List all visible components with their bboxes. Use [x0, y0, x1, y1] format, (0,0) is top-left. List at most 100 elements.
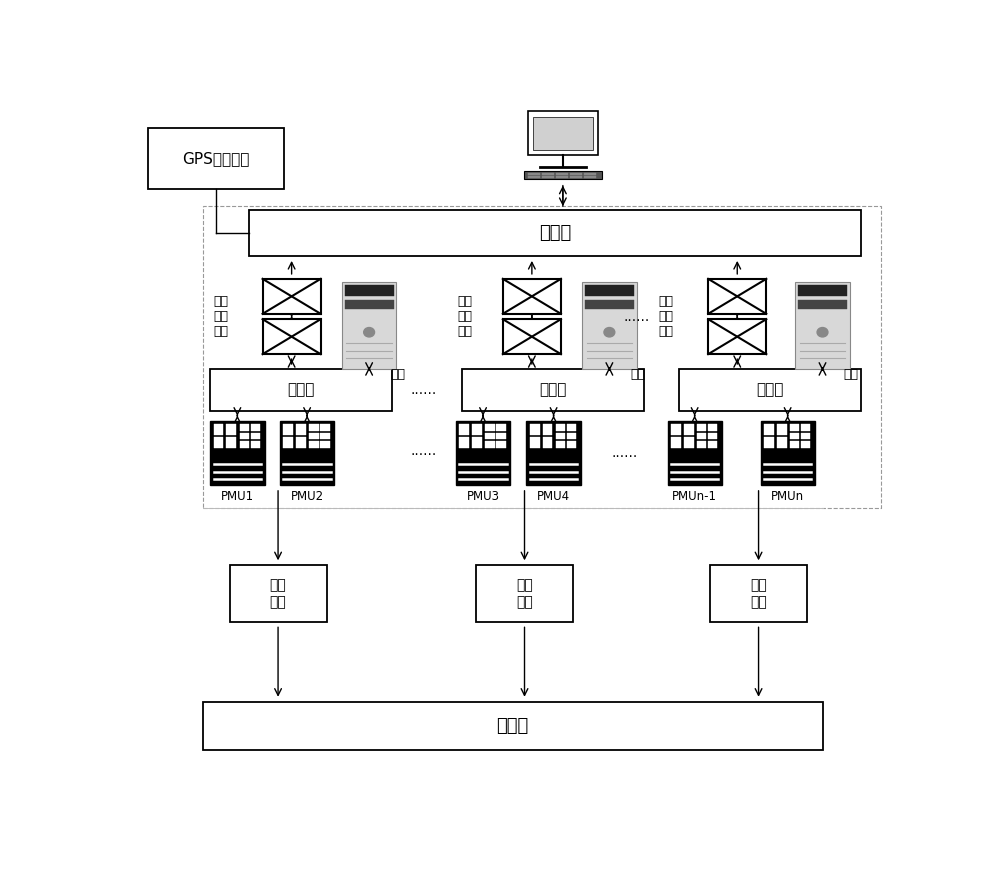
Bar [777, 424, 787, 435]
Bar [708, 278, 766, 313]
Bar [485, 433, 495, 439]
Text: 子站: 子站 [631, 368, 646, 382]
Bar [584, 176, 596, 178]
Bar [230, 565, 326, 622]
Bar [309, 442, 319, 448]
Bar [528, 112, 598, 155]
Bar [345, 285, 394, 297]
Bar [202, 702, 822, 750]
Text: 数据
采集: 数据 采集 [270, 579, 286, 608]
Bar [296, 424, 306, 435]
Bar [320, 442, 330, 448]
Bar [697, 433, 706, 439]
Bar [214, 424, 223, 435]
Bar [708, 424, 717, 430]
Bar [524, 170, 602, 179]
Bar [790, 424, 799, 430]
Bar [309, 433, 319, 439]
Bar [584, 173, 596, 175]
Bar [485, 442, 495, 448]
Bar [459, 424, 469, 435]
Bar [764, 437, 774, 448]
Bar [342, 282, 396, 369]
Bar [764, 424, 774, 435]
Bar [210, 369, 392, 410]
Text: ......: ...... [612, 446, 638, 460]
Text: 子站: 子站 [844, 368, 859, 382]
Bar [533, 117, 593, 150]
Bar [459, 437, 469, 448]
Bar [697, 442, 706, 448]
Bar [790, 433, 799, 439]
Text: PMU3: PMU3 [467, 490, 500, 503]
Bar [570, 173, 582, 175]
Bar [801, 424, 810, 430]
Bar [485, 424, 495, 430]
Bar [472, 437, 482, 448]
Bar [567, 433, 576, 439]
Text: 以太网: 以太网 [539, 224, 571, 242]
Bar [320, 433, 330, 439]
Bar [668, 421, 722, 485]
Text: PMUn: PMUn [771, 490, 804, 503]
Bar [708, 320, 766, 354]
Bar [585, 300, 634, 309]
Bar [456, 421, 510, 485]
Bar [249, 210, 861, 256]
Bar [496, 433, 506, 439]
Bar [526, 421, 581, 485]
Bar [503, 278, 561, 313]
Bar [240, 442, 249, 448]
Bar [801, 433, 810, 439]
Text: PMU2: PMU2 [291, 490, 324, 503]
Bar [148, 128, 284, 189]
Text: 数据
采集: 数据 采集 [516, 579, 533, 608]
Bar [671, 424, 681, 435]
Text: 局域网: 局域网 [288, 382, 315, 397]
Bar [251, 442, 260, 448]
Bar [309, 424, 319, 430]
Bar [240, 433, 249, 439]
Bar [496, 424, 506, 430]
Bar [476, 565, 573, 622]
Text: 光电
转换
模块: 光电 转换 模块 [659, 295, 674, 338]
Bar [543, 424, 552, 435]
Text: 光电
转换
模块: 光电 转换 模块 [213, 295, 228, 338]
Text: 上位机: 上位机 [496, 717, 529, 735]
Bar [283, 424, 293, 435]
Bar [777, 437, 787, 448]
Bar [503, 320, 561, 354]
Bar [556, 442, 565, 448]
Bar [283, 437, 293, 448]
Bar [280, 421, 334, 485]
Bar [240, 424, 249, 430]
Bar [320, 424, 330, 430]
Bar [530, 437, 540, 448]
Bar [530, 424, 540, 435]
Text: 局域网: 局域网 [757, 382, 784, 397]
Bar [710, 565, 807, 622]
Circle shape [817, 327, 828, 337]
Bar [798, 285, 847, 297]
Bar [214, 437, 223, 448]
Bar [226, 424, 236, 435]
Bar [556, 176, 568, 178]
Bar [684, 437, 694, 448]
Text: ......: ...... [410, 382, 436, 396]
Bar [496, 442, 506, 448]
Text: PMU1: PMU1 [221, 490, 254, 503]
Bar [556, 433, 565, 439]
Bar [226, 437, 236, 448]
Bar [697, 424, 706, 430]
Bar [251, 433, 260, 439]
Bar [202, 205, 881, 508]
Text: 局域网: 局域网 [540, 382, 567, 397]
Bar [801, 442, 810, 448]
Bar [542, 176, 554, 178]
Circle shape [364, 327, 375, 337]
Text: PMU4: PMU4 [537, 490, 570, 503]
Bar [472, 424, 482, 435]
Bar [296, 437, 306, 448]
Text: PMUn-1: PMUn-1 [672, 490, 717, 503]
Bar [582, 282, 637, 369]
